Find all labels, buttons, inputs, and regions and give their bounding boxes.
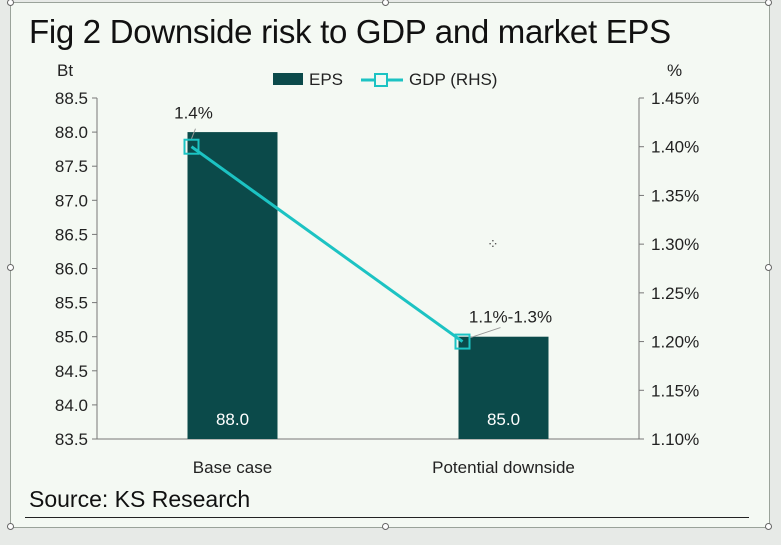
source-divider bbox=[25, 517, 749, 518]
left-tick-label: 87.0 bbox=[55, 191, 88, 210]
resize-handle-bottom-right[interactable] bbox=[765, 523, 772, 530]
right-tick-label: 1.20% bbox=[651, 333, 699, 352]
left-tick-label: 86.5 bbox=[55, 225, 88, 244]
left-tick-label: 85.0 bbox=[55, 328, 88, 347]
left-tick-label: 85.5 bbox=[55, 294, 88, 313]
resize-handle-middle-right[interactable] bbox=[765, 264, 772, 271]
legend-label-gdp: GDP (RHS) bbox=[409, 70, 497, 89]
resize-handle-top-right[interactable] bbox=[765, 0, 772, 6]
chart-source: Source: KS Research bbox=[29, 486, 251, 512]
bar-eps bbox=[458, 336, 549, 439]
left-tick-label: 86.0 bbox=[55, 260, 88, 279]
right-tick-label: 1.35% bbox=[651, 186, 699, 205]
bar-eps bbox=[187, 132, 278, 439]
right-tick-label: 1.40% bbox=[651, 138, 699, 157]
left-tick-label: 83.5 bbox=[55, 430, 88, 449]
right-tick-label: 1.45% bbox=[651, 89, 699, 108]
gdp-data-label: 1.4% bbox=[174, 104, 213, 123]
left-tick-label: 84.0 bbox=[55, 396, 88, 415]
bar-data-label: 85.0 bbox=[487, 410, 520, 429]
x-tick-label: Base case bbox=[193, 458, 272, 477]
right-tick-label: 1.25% bbox=[651, 284, 699, 303]
legend-swatch-eps bbox=[273, 73, 303, 85]
left-tick-label: 88.0 bbox=[55, 123, 88, 142]
bar-data-label: 88.0 bbox=[216, 410, 249, 429]
chart-title: Fig 2 Downside risk to GDP and market EP… bbox=[29, 13, 671, 50]
resize-handle-top-center[interactable] bbox=[382, 0, 389, 6]
legend-label-eps: EPS bbox=[309, 70, 343, 89]
left-tick-label: 88.5 bbox=[55, 89, 88, 108]
right-axis-unit: % bbox=[667, 61, 682, 80]
right-tick-label: 1.30% bbox=[651, 235, 699, 254]
left-axis-unit: Bt bbox=[57, 61, 73, 80]
chart-svg: 88.5 88.0 87.5 87.0 86.5 86.0 85.5 85.0 84.5 84.0… bbox=[55, 61, 699, 477]
gdp-point-marker bbox=[183, 138, 200, 155]
right-tick-label: 1.15% bbox=[651, 381, 699, 400]
resize-handle-top-left[interactable] bbox=[7, 0, 14, 6]
gdp-label-leader bbox=[470, 327, 501, 339]
gdp-line bbox=[190, 145, 464, 343]
left-tick-label: 84.5 bbox=[55, 362, 88, 381]
resize-handle-bottom-left[interactable] bbox=[7, 523, 14, 530]
mouse-cursor-icon: ⁘ bbox=[487, 236, 499, 252]
gdp-label-leader bbox=[191, 128, 196, 139]
left-tick-label: 87.5 bbox=[55, 157, 88, 176]
x-tick-label: Potential downside bbox=[432, 458, 575, 477]
resize-handle-middle-left[interactable] bbox=[7, 264, 14, 271]
chart-frame: Fig 2 Downside risk to GDP and market EP… bbox=[10, 2, 770, 528]
legend-marker-gdp bbox=[374, 73, 388, 87]
gdp-point-marker bbox=[454, 333, 471, 350]
right-tick-label: 1.10% bbox=[651, 430, 699, 449]
resize-handle-bottom-center[interactable] bbox=[382, 523, 389, 530]
gdp-data-label: 1.1%-1.3% bbox=[469, 308, 552, 327]
